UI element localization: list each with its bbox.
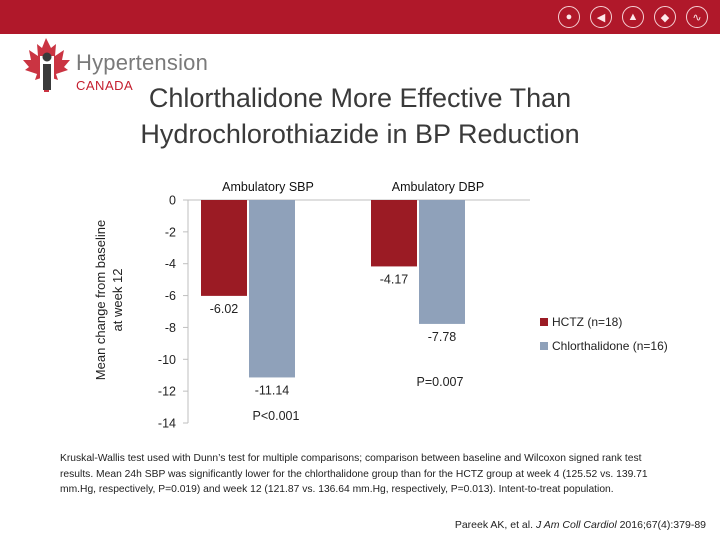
bar-chlorthalidone-dbp bbox=[419, 200, 465, 324]
data-label: -11.14 bbox=[255, 383, 290, 397]
megaphone-icon: ◀ bbox=[590, 6, 612, 28]
legend-swatch-hctz bbox=[540, 318, 548, 326]
citation: Pareek AK, et al. J Am Coll Cardiol 2016… bbox=[455, 519, 706, 531]
y-tick-label: -14 bbox=[158, 417, 176, 431]
hypertension-canada-logo: Hypertension CANADA bbox=[18, 34, 208, 98]
legend-label-chlorthalidone: Chlorthalidone (n=16) bbox=[552, 339, 668, 353]
y-tick-label: -4 bbox=[165, 257, 176, 271]
citation-journal: J Am Coll Cardiol bbox=[535, 519, 617, 531]
y-tick-label: -2 bbox=[165, 225, 176, 239]
y-tick-label: 0 bbox=[169, 194, 176, 208]
top-banner: ● ◀ ▲ ◆ ∿ bbox=[0, 0, 720, 34]
slide-title-line2: Hydrochlorothiazide in BP Reduction bbox=[140, 119, 580, 149]
bar-chlorthalidone-sbp bbox=[249, 200, 295, 378]
legend-label-hctz: HCTZ (n=18) bbox=[552, 315, 622, 329]
y-tick-label: -12 bbox=[158, 385, 176, 399]
p-value-dbp: P=0.007 bbox=[417, 375, 464, 389]
citation-authors: Pareek AK, et al. bbox=[454, 519, 534, 531]
y-tick-label: -6 bbox=[165, 289, 176, 303]
citation-details: 2016;67(4):379-89 bbox=[619, 519, 706, 531]
category-label-dbp: Ambulatory DBP bbox=[391, 180, 485, 194]
top-icon-row: ● ◀ ▲ ◆ ∿ bbox=[558, 6, 708, 28]
y-tick-label: -8 bbox=[165, 321, 176, 335]
legend-swatch-chlorthalidone bbox=[540, 342, 548, 350]
data-label: -7.78 bbox=[428, 330, 457, 344]
category-label-sbp: Ambulatory SBP bbox=[222, 180, 314, 194]
microscope-icon: ▲ bbox=[622, 6, 644, 28]
apple-icon: ● bbox=[558, 6, 580, 28]
logo-text-canada: CANADA bbox=[76, 78, 134, 93]
slide-title: Chlorthalidone More Effective Than Hydro… bbox=[100, 80, 620, 152]
slide-title-line1: Chlorthalidone More Effective Than bbox=[148, 83, 572, 113]
logo-text-hypertension: Hypertension bbox=[76, 50, 209, 75]
bar-hctz-dbp bbox=[371, 200, 417, 267]
pill-icon: ◆ bbox=[654, 6, 676, 28]
p-value-sbp: P<0.001 bbox=[253, 409, 300, 423]
stethoscope-icon: ∿ bbox=[686, 6, 708, 28]
y-tick-label: -10 bbox=[158, 353, 176, 367]
footnote: Kruskal-Wallis test used with Dunn’s tes… bbox=[60, 453, 648, 495]
bar-hctz-sbp bbox=[201, 200, 247, 296]
maple-leaf-icon bbox=[23, 38, 70, 92]
data-label: -6.02 bbox=[210, 302, 239, 316]
data-label: -4.17 bbox=[380, 272, 409, 286]
